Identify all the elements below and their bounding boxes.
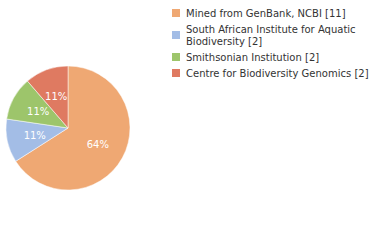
svg-text:Biodiversity [2]: Biodiversity [2] bbox=[186, 36, 262, 47]
svg-text:11%: 11% bbox=[24, 130, 46, 141]
svg-text:Smithsonian Institution [2]: Smithsonian Institution [2] bbox=[186, 52, 319, 63]
svg-text:Centre for Biodiversity Genomi: Centre for Biodiversity Genomics [2] bbox=[186, 68, 369, 79]
svg-text:11%: 11% bbox=[27, 106, 49, 117]
svg-text:South African Institute for Aq: South African Institute for Aquatic bbox=[186, 24, 359, 35]
svg-text:11%: 11% bbox=[45, 91, 67, 102]
svg-text:64%: 64% bbox=[87, 139, 109, 150]
svg-text:Mined from GenBank, NCBI [11]: Mined from GenBank, NCBI [11] bbox=[186, 8, 346, 19]
